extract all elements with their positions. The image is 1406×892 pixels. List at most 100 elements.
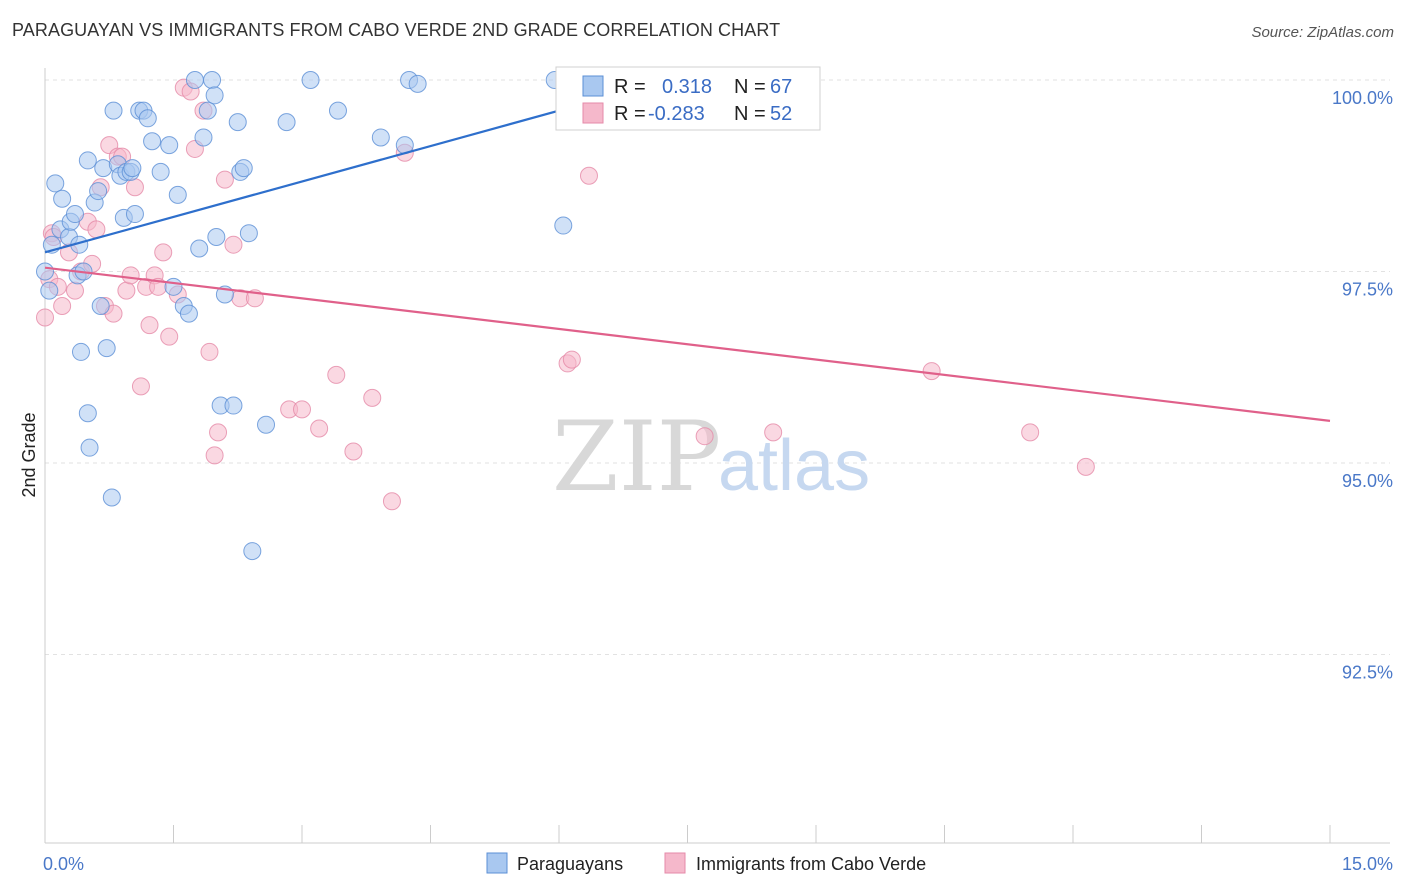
paraguayans-point [205, 86, 224, 105]
paraguayans-point [301, 71, 320, 89]
paraguayans-point [53, 189, 72, 208]
cabo-verde-point [764, 423, 783, 442]
paraguayans-point [554, 216, 573, 235]
legend-swatch-cabo-verde [664, 852, 686, 874]
paraguayans-point [46, 174, 65, 193]
paraguayans-point [207, 228, 226, 247]
y-tick-label: 95.0% [1342, 471, 1393, 491]
paraguayans-point [123, 159, 142, 178]
cabo-verde-point [53, 296, 72, 315]
axes [44, 68, 1390, 844]
cabo-verde-point [200, 342, 219, 361]
legend-swatch-paraguayans [486, 852, 508, 874]
y-tick-label: 100.0% [1332, 88, 1393, 108]
paraguayans-point [371, 128, 390, 147]
stats-r-value: 0.318 [662, 76, 712, 98]
paraguayans-point [97, 339, 116, 358]
watermark: ZIP atlas [552, 401, 870, 513]
paraguayans-point [328, 101, 347, 120]
x-tick-label: 0.0% [43, 854, 84, 874]
paraguayans-point [125, 205, 144, 224]
paraguayans-point [40, 281, 59, 300]
paraguayans-point [243, 542, 262, 561]
source-label: Source: ZipAtlas.com [1251, 24, 1394, 41]
cabo-verde-point [293, 400, 311, 419]
cabo-verde-point [117, 281, 136, 300]
y-tick-label: 92.5% [1342, 663, 1393, 683]
paraguayans-point [78, 404, 97, 423]
cabo-verde-point [224, 235, 243, 254]
paraguayans-point [104, 101, 123, 120]
legend: Paraguayans Immigrants from Cabo Verde [486, 852, 926, 874]
cabo-verde-point [562, 350, 581, 369]
paraguayans-point [239, 224, 258, 243]
stats-r-label: R = [614, 103, 646, 125]
cabo-verde-point [382, 492, 401, 511]
stats-swatch-blue [582, 75, 604, 97]
paraguayans-point [168, 185, 187, 204]
cabo-verde-point [160, 327, 179, 346]
cabo-verde-point [125, 178, 144, 197]
cabo-verde-point [121, 266, 140, 285]
paraguayans-point [408, 74, 427, 93]
cabo-verde-point [310, 419, 329, 438]
y-axis-label: 2nd Grade [19, 412, 39, 497]
series-paraguayans-points [36, 71, 646, 561]
paraguayans-point [151, 162, 170, 181]
cabo-verde-point [695, 427, 714, 446]
stats-r-value: -0.283 [648, 103, 705, 125]
stats-n-value: 52 [770, 103, 792, 125]
paraguayans-point [228, 113, 247, 132]
paraguayans-point [65, 205, 84, 224]
paraguayans-point [190, 239, 209, 258]
paraguayans-point [194, 128, 213, 147]
x-tick-labels: 0.0% 15.0% [43, 854, 1393, 874]
cabo-verde-point [1021, 423, 1040, 442]
cabo-verde-point [363, 388, 382, 407]
stats-r-label: R = [614, 76, 646, 98]
y-tick-labels: 100.0% 97.5% 95.0% 92.5% [1332, 88, 1393, 683]
cabo-verde-point [327, 365, 346, 384]
cabo-verde-point [154, 243, 173, 262]
paraguayans-point [36, 262, 54, 281]
paraguayans-point [179, 304, 198, 323]
stats-swatch-pink [582, 102, 604, 124]
paraguayans-point [185, 71, 204, 89]
chart-title: PARAGUAYAN VS IMMIGRANTS FROM CABO VERDE… [12, 20, 781, 40]
paraguayans-point [257, 415, 276, 434]
cabo-verde-trendline [44, 266, 1331, 422]
paraguayans-point [164, 277, 183, 296]
stats-n-value: 67 [770, 76, 792, 98]
cabo-verde-point [131, 377, 150, 396]
paraguayans-point [277, 113, 296, 132]
x-tick-label: 15.0% [1342, 854, 1393, 874]
stats-n-label: N = [734, 76, 766, 98]
legend-label-paraguayans: Paraguayans [517, 854, 623, 874]
stats-n-label: N = [734, 103, 766, 125]
cabo-verde-point [140, 316, 159, 335]
cabo-verde-point [209, 423, 228, 442]
paraguayans-point [89, 182, 108, 201]
cabo-verde-point [36, 308, 54, 327]
cabo-verde-point [922, 362, 941, 381]
cabo-verde-point [579, 166, 598, 185]
cabo-verde-point [215, 170, 234, 189]
stats-box: R = 0.318 N = 67 R = -0.283 N = 52 [555, 66, 821, 131]
paraguayans-point [224, 396, 243, 415]
cabo-verde-point [1076, 457, 1095, 476]
cabo-verde-point [87, 220, 106, 239]
paraguayans-point [160, 136, 179, 155]
paraguayans-point [143, 132, 162, 151]
paraguayans-point [102, 488, 121, 507]
paraguayans-point [198, 101, 217, 120]
paraguayans-point [138, 109, 157, 128]
paraguayans-point [80, 438, 99, 457]
watermark-zip: ZIP [552, 401, 721, 513]
paraguayans-point [78, 151, 97, 170]
cabo-verde-point [344, 442, 363, 461]
paraguayans-point [234, 159, 253, 178]
cabo-verde-point [65, 281, 84, 300]
paraguayans-point [91, 296, 110, 315]
series-cabo-verde-points [36, 78, 1095, 511]
